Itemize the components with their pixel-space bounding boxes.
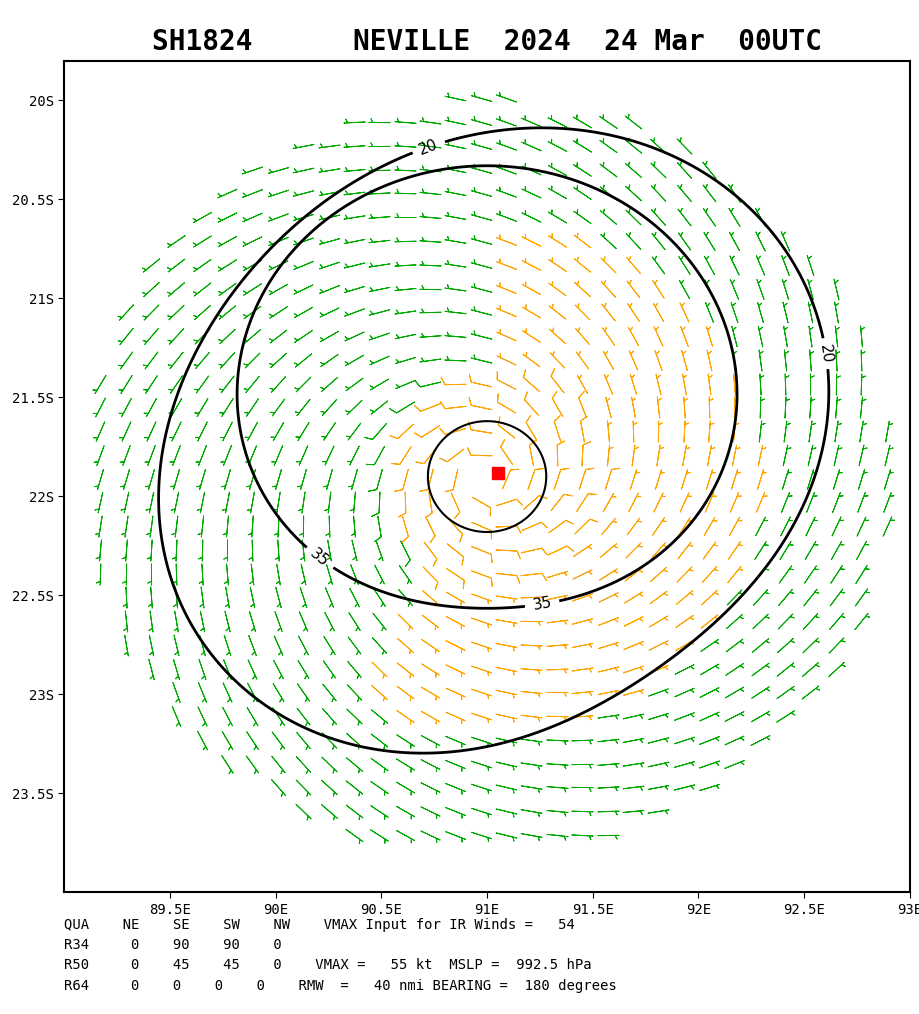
Text: 20: 20 xyxy=(817,343,834,364)
Text: 35: 35 xyxy=(531,595,553,613)
Text: R34     0    90    90    0: R34 0 90 90 0 xyxy=(64,938,282,952)
Text: R64     0    0    0    0    RMW  =   40 nmi BEARING =  180 degrees: R64 0 0 0 0 RMW = 40 nmi BEARING = 180 d… xyxy=(64,979,617,993)
Text: 35: 35 xyxy=(307,547,332,570)
Title: SH1824      NEVILLE  2024  24 Mar  00UTC: SH1824 NEVILLE 2024 24 Mar 00UTC xyxy=(152,27,823,56)
Text: 20: 20 xyxy=(417,137,440,157)
Text: QUA    NE    SE    SW    NW    VMAX Input for IR Winds =   54: QUA NE SE SW NW VMAX Input for IR Winds … xyxy=(64,918,575,932)
Text: R50     0    45    45    0    VMAX =   55 kt  MSLP =  992.5 hPa: R50 0 45 45 0 VMAX = 55 kt MSLP = 992.5 … xyxy=(64,958,592,972)
